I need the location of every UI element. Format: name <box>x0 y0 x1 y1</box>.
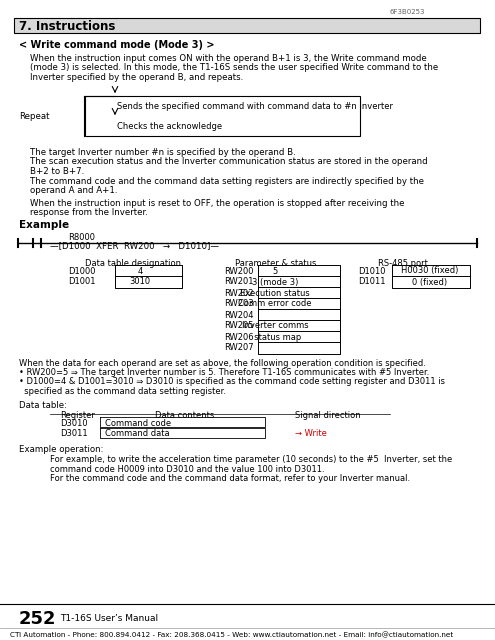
Text: RW202: RW202 <box>224 289 253 298</box>
Text: D3011: D3011 <box>60 429 88 438</box>
Text: Signal direction: Signal direction <box>295 410 361 419</box>
Text: Inverter specified by the operand B, and repeats.: Inverter specified by the operand B, and… <box>30 73 243 82</box>
Text: Example operation:: Example operation: <box>19 445 103 454</box>
Text: response from the Inverter.: response from the Inverter. <box>30 208 148 217</box>
Text: • D1000=4 & D1001=3010 ⇒ D3010 is specified as the command code setting register: • D1000=4 & D1001=3010 ⇒ D3010 is specif… <box>19 378 445 387</box>
Text: Command data: Command data <box>105 429 170 438</box>
Text: D1001: D1001 <box>68 278 96 287</box>
Text: Data table:: Data table: <box>19 401 67 410</box>
Text: RW206: RW206 <box>224 333 253 342</box>
Text: 5: 5 <box>272 266 278 275</box>
Text: • RW200=5 ⇒ The target Inverter number is 5. Therefore T1-16S communicates with : • RW200=5 ⇒ The target Inverter number i… <box>19 368 429 377</box>
Text: → Write: → Write <box>295 429 327 438</box>
Text: Checks the acknowledge: Checks the acknowledge <box>117 122 222 131</box>
Text: < Write command mode (Mode 3) >: < Write command mode (Mode 3) > <box>19 40 214 50</box>
Bar <box>85 96 360 136</box>
Text: 252: 252 <box>19 610 56 628</box>
Text: status map: status map <box>249 333 301 342</box>
Text: command code H0009 into D3010 and the value 100 into D3011.: command code H0009 into D3010 and the va… <box>50 465 325 474</box>
Text: CTi Automation - Phone: 800.894.0412 - Fax: 208.368.0415 - Web: www.ctiautomatio: CTi Automation - Phone: 800.894.0412 - F… <box>10 632 453 639</box>
Text: Execution status: Execution status <box>240 289 310 298</box>
Text: D1010: D1010 <box>358 266 386 275</box>
Text: D1000: D1000 <box>68 266 96 275</box>
Text: When the instruction input is reset to OFF, the operation is stopped after recei: When the instruction input is reset to O… <box>30 198 404 207</box>
Text: 3 (mode 3): 3 (mode 3) <box>252 278 298 287</box>
Text: 4: 4 <box>138 266 143 275</box>
Text: Command code: Command code <box>105 419 171 428</box>
Text: The target Inverter number #n is specified by the operand B.: The target Inverter number #n is specifi… <box>30 148 296 157</box>
Text: Example: Example <box>19 221 69 230</box>
Text: 6F3B0253: 6F3B0253 <box>390 9 426 15</box>
Text: Parameter & status: Parameter & status <box>235 259 316 268</box>
Text: Data table designation: Data table designation <box>85 259 181 268</box>
Text: H0030 (fixed): H0030 (fixed) <box>401 266 459 275</box>
Text: operand A and A+1.: operand A and A+1. <box>30 186 117 195</box>
Text: Data contents: Data contents <box>155 410 214 419</box>
Text: 3010: 3010 <box>129 278 150 287</box>
Text: The command code and the command data setting registers are indirectly specified: The command code and the command data se… <box>30 177 424 186</box>
Text: RW204: RW204 <box>224 310 253 319</box>
Text: Repeat: Repeat <box>19 112 50 121</box>
Text: D1011: D1011 <box>358 278 386 287</box>
Text: Comm error code: Comm error code <box>238 300 312 308</box>
Text: For example, to write the acceleration time parameter (10 seconds) to the #5  In: For example, to write the acceleration t… <box>50 455 452 464</box>
Text: B+2 to B+7.: B+2 to B+7. <box>30 167 84 176</box>
Text: RW207: RW207 <box>224 344 253 353</box>
Bar <box>14 18 480 33</box>
Text: Register: Register <box>60 410 95 419</box>
Text: 7. Instructions: 7. Instructions <box>19 20 115 33</box>
Text: specified as the command data setting register.: specified as the command data setting re… <box>19 387 226 396</box>
Text: Inverter comms: Inverter comms <box>242 321 308 330</box>
Text: T1-16S User’s Manual: T1-16S User’s Manual <box>60 614 158 623</box>
Text: (mode 3) is selected. In this mode, the T1-16S sends the user specified Write co: (mode 3) is selected. In this mode, the … <box>30 63 438 72</box>
Text: RS-485 port: RS-485 port <box>378 259 428 268</box>
Text: For the command code and the command data format, refer to your Inverter manual.: For the command code and the command dat… <box>50 474 410 483</box>
Text: The scan execution status and the Inverter communication status are stored in th: The scan execution status and the Invert… <box>30 157 428 166</box>
Text: RW201: RW201 <box>224 278 253 287</box>
Text: RW205: RW205 <box>224 321 253 330</box>
Text: RW203: RW203 <box>224 300 253 308</box>
Text: —[D1000  XFER  RW200   →   D1010]—: —[D1000 XFER RW200 → D1010]— <box>50 241 219 250</box>
Text: 0 (fixed): 0 (fixed) <box>412 278 447 287</box>
Text: R8000: R8000 <box>68 234 95 243</box>
Text: When the data for each operand are set as above, the following operation conditi: When the data for each operand are set a… <box>19 358 426 367</box>
Text: RW200: RW200 <box>224 266 253 275</box>
Text: When the instruction input comes ON with the operand B+1 is 3, the Write command: When the instruction input comes ON with… <box>30 54 427 63</box>
Text: D3010: D3010 <box>60 419 88 428</box>
Text: Sends the specified command with command data to #n Inverter: Sends the specified command with command… <box>117 102 393 111</box>
